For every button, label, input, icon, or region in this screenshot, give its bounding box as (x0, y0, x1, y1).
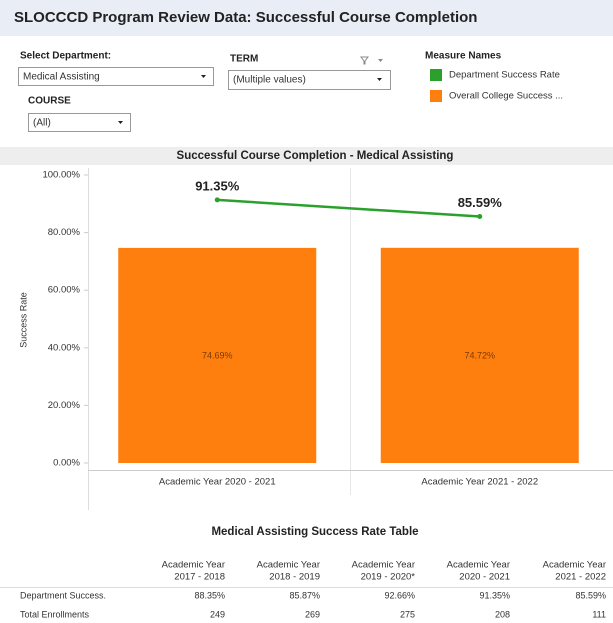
menu-icon[interactable] (378, 59, 383, 62)
column-header: Academic Year (447, 560, 510, 571)
bar-value-label: 74.72% (464, 350, 495, 360)
legend-label: Department Success Rate (449, 70, 560, 81)
chart-title: Successful Course Completion - Medical A… (177, 150, 454, 162)
column-header: Academic Year (162, 560, 225, 571)
x-tick-label: Academic Year 2020 - 2021 (159, 477, 276, 488)
bar (380, 247, 579, 463)
chart-title-band (0, 147, 613, 165)
column-header: 2019 - 2020* (361, 572, 416, 583)
y-tick-label: 80.00% (48, 227, 81, 238)
table-cell: 92.66% (384, 590, 415, 600)
column-header: 2017 - 2018 (174, 572, 225, 583)
legend-label: Overall College Success ... (449, 91, 563, 102)
filter-label: COURSE (28, 96, 71, 107)
table-cell: 88.35% (194, 590, 225, 600)
table-cell: 269 (305, 609, 320, 619)
column-header: 2020 - 2021 (459, 572, 510, 583)
dashboard-title: SLOCCCD Program Review Data: Successful … (14, 9, 477, 26)
bar-value-label: 74.69% (202, 350, 233, 360)
y-axis-title: Success Rate (18, 292, 28, 348)
legend-swatch (430, 69, 442, 81)
table-cell: 249 (210, 609, 225, 619)
column-header: Academic Year (543, 560, 606, 571)
column-header: 2018 - 2019 (269, 572, 320, 583)
dropdown[interactable] (228, 70, 391, 90)
column-header: 2021 - 2022 (555, 572, 606, 583)
row-header: Total Enrollments (20, 609, 90, 619)
line (217, 198, 480, 218)
row-header: Department Success. (20, 590, 106, 600)
table-cell: 208 (495, 609, 510, 619)
table-title: Medical Assisting Success Rate Table (211, 526, 418, 538)
bar (118, 247, 317, 463)
y-tick-label: 40.00% (48, 342, 81, 353)
y-tick-label: 100.00% (42, 170, 80, 181)
table-cell: 91.35% (479, 590, 510, 600)
table-cell: 85.59% (575, 590, 606, 600)
table-cell: 275 (400, 609, 415, 619)
y-tick-label: 60.00% (48, 285, 81, 296)
filter-label: TERM (230, 54, 258, 65)
dropdown-value: (Multiple values) (233, 75, 306, 86)
dropdown[interactable] (28, 113, 131, 132)
dropdown-value: Medical Assisting (23, 72, 100, 83)
column-header: Academic Year (352, 560, 415, 571)
line-value-label: 85.59% (458, 195, 503, 210)
line-point (477, 214, 483, 220)
line-value-label: 91.35% (195, 178, 240, 193)
legend-swatch (430, 90, 442, 102)
dropdown[interactable] (18, 67, 214, 86)
dropdown-arrow (118, 121, 123, 124)
line-point (214, 197, 220, 203)
dropdown-arrow (377, 78, 382, 81)
column-header: Academic Year (257, 560, 320, 571)
title-band (0, 0, 613, 36)
dropdown-value: (All) (33, 118, 51, 129)
table-cell: 85.87% (289, 590, 320, 600)
filter-label: Select Department: (20, 51, 111, 62)
dropdown-arrow (201, 75, 206, 78)
y-tick-label: 20.00% (48, 400, 81, 411)
table-cell: 111 (592, 609, 606, 619)
filter-icon[interactable] (360, 56, 369, 65)
y-tick-label: 0.00% (53, 458, 80, 469)
legend-title: Measure Names (425, 51, 502, 62)
x-tick-label: Academic Year 2021 - 2022 (421, 477, 538, 488)
